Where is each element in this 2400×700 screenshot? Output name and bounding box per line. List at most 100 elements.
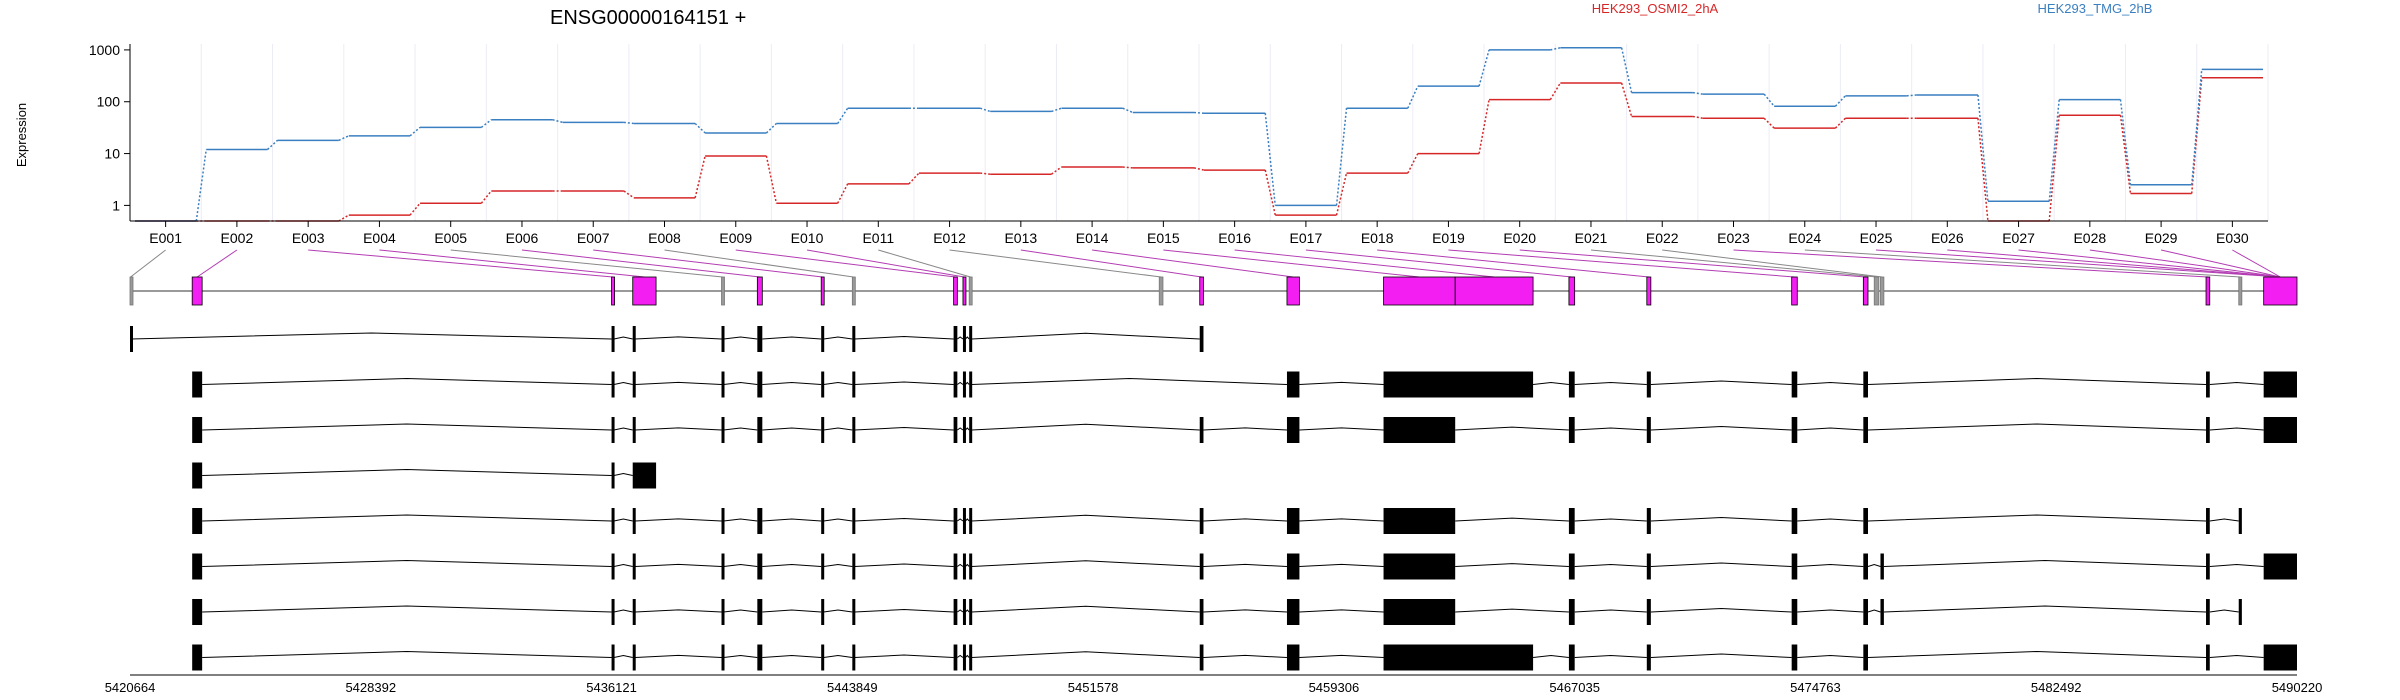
- intron: [1650, 562, 1792, 567]
- series-connector: [1478, 99, 1490, 154]
- series-connector: [765, 155, 778, 204]
- transcript-exon: [1199, 553, 1204, 580]
- exon-E015: [1383, 276, 1456, 306]
- transcript-exon: [969, 417, 973, 443]
- x-tick-label: E013: [1004, 230, 1037, 246]
- transcript-exon: [632, 553, 636, 580]
- transcript-exon: [1646, 508, 1651, 534]
- intron: [971, 514, 1200, 522]
- intron: [1299, 427, 1384, 431]
- transcript-exon: [821, 644, 825, 671]
- transcript-exon: [1646, 417, 1651, 443]
- x-tick-label: E002: [221, 230, 254, 246]
- genome-tick-label: 5436121: [586, 680, 637, 695]
- series-connector: [2190, 69, 2203, 185]
- intron: [762, 427, 822, 431]
- genome-tick-label: 5482492: [2031, 680, 2082, 695]
- series-connector: [1692, 115, 1703, 119]
- axes: 1 10 100 1000 E001 E002 E003 E004 E005 E006 E007 E0…: [89, 42, 2322, 695]
- intron: [635, 563, 722, 567]
- transcript-exon: [1568, 417, 1575, 443]
- intron: [854, 518, 954, 522]
- series-connector: [1977, 94, 1989, 202]
- intron: [1867, 609, 1881, 613]
- intron: [957, 609, 964, 613]
- intron: [1203, 427, 1287, 431]
- transcript-exon: [1383, 599, 1456, 625]
- legend-label-osmi2: HEK293_OSMI2_2hA: [1592, 1, 1719, 16]
- transcript-exon: [821, 371, 825, 398]
- transcript-2: [192, 371, 2297, 398]
- exon-E001: [129, 276, 134, 306]
- intron: [1797, 518, 1864, 522]
- exon-E023: [2205, 276, 2211, 306]
- intron: [965, 609, 970, 613]
- genome-tick-label: 5474763: [1790, 680, 1841, 695]
- x-tick-label: E007: [577, 230, 610, 246]
- transcript-exon: [962, 553, 966, 580]
- transcript-exon: [632, 326, 636, 352]
- intron: [1203, 609, 1287, 613]
- transcript-exon: [632, 599, 636, 625]
- transcript-exon: [1199, 644, 1204, 671]
- exon-connector: [593, 249, 823, 278]
- intron: [1867, 650, 2207, 658]
- series-connector: [2048, 99, 2060, 202]
- transcript-4: [192, 462, 657, 489]
- transcript-exon: [821, 417, 825, 443]
- x-tick-label: E008: [648, 230, 681, 246]
- exon-E010: [962, 276, 967, 306]
- series-connector: [1906, 94, 1917, 97]
- exon-connector: [1163, 249, 1420, 278]
- exon-E019: [1791, 276, 1798, 306]
- transcript-exon: [1791, 644, 1798, 671]
- intron: [202, 468, 612, 476]
- exon-connector: [1947, 249, 2281, 278]
- series-connector: [1122, 166, 1133, 169]
- intron: [1203, 563, 1287, 567]
- exon-connector: [379, 249, 645, 278]
- exon-E006: [756, 276, 763, 306]
- intron: [1574, 381, 1647, 385]
- transcript-exon: [2206, 508, 2210, 534]
- intron: [202, 605, 612, 613]
- transcript-exon: [953, 644, 958, 671]
- transcript-exon: [721, 644, 725, 671]
- genome-tick-label: 5490220: [2272, 680, 2323, 695]
- transcript-exon: [1199, 508, 1204, 534]
- transcript-exon: [632, 508, 636, 534]
- labels: ENSG00000164151 + Expression HEK293_OSMI…: [14, 1, 2152, 167]
- transcript-exon: [2206, 417, 2210, 443]
- intron: [2209, 563, 2264, 567]
- transcript-exon: [130, 326, 133, 352]
- genome-tick-label: 5420664: [105, 680, 156, 695]
- transcript-exon: [962, 508, 966, 534]
- intron: [1533, 654, 1569, 658]
- intron: [1299, 518, 1384, 522]
- exon-E009: [953, 276, 958, 306]
- exon-E014: [1286, 276, 1300, 306]
- x-tick-label: E012: [933, 230, 966, 246]
- series-HEK293_TMG_2hB: [134, 47, 2264, 222]
- intron: [823, 563, 853, 567]
- series-connector: [1977, 118, 1989, 222]
- intron: [723, 563, 758, 567]
- transcript-7: [192, 599, 2242, 625]
- transcript-exon: [721, 508, 725, 534]
- transcript-exon: [192, 508, 203, 534]
- transcript-exon: [1863, 417, 1868, 443]
- transcript-exon: [721, 417, 725, 443]
- exon-E013: [1199, 276, 1204, 306]
- exon-connector: [521, 249, 760, 278]
- intron: [1867, 423, 2207, 431]
- transcript-exon: [757, 417, 763, 443]
- exon-connector: [1092, 249, 1294, 278]
- x-tick-label: E011: [862, 230, 894, 246]
- genome-tick-label: 5467035: [1549, 680, 1600, 695]
- x-tick-label: E014: [1076, 230, 1109, 246]
- transcript-exon: [721, 371, 725, 398]
- series-connector: [195, 149, 207, 222]
- transcript-exon: [611, 644, 615, 671]
- exon-connector: [2232, 249, 2281, 278]
